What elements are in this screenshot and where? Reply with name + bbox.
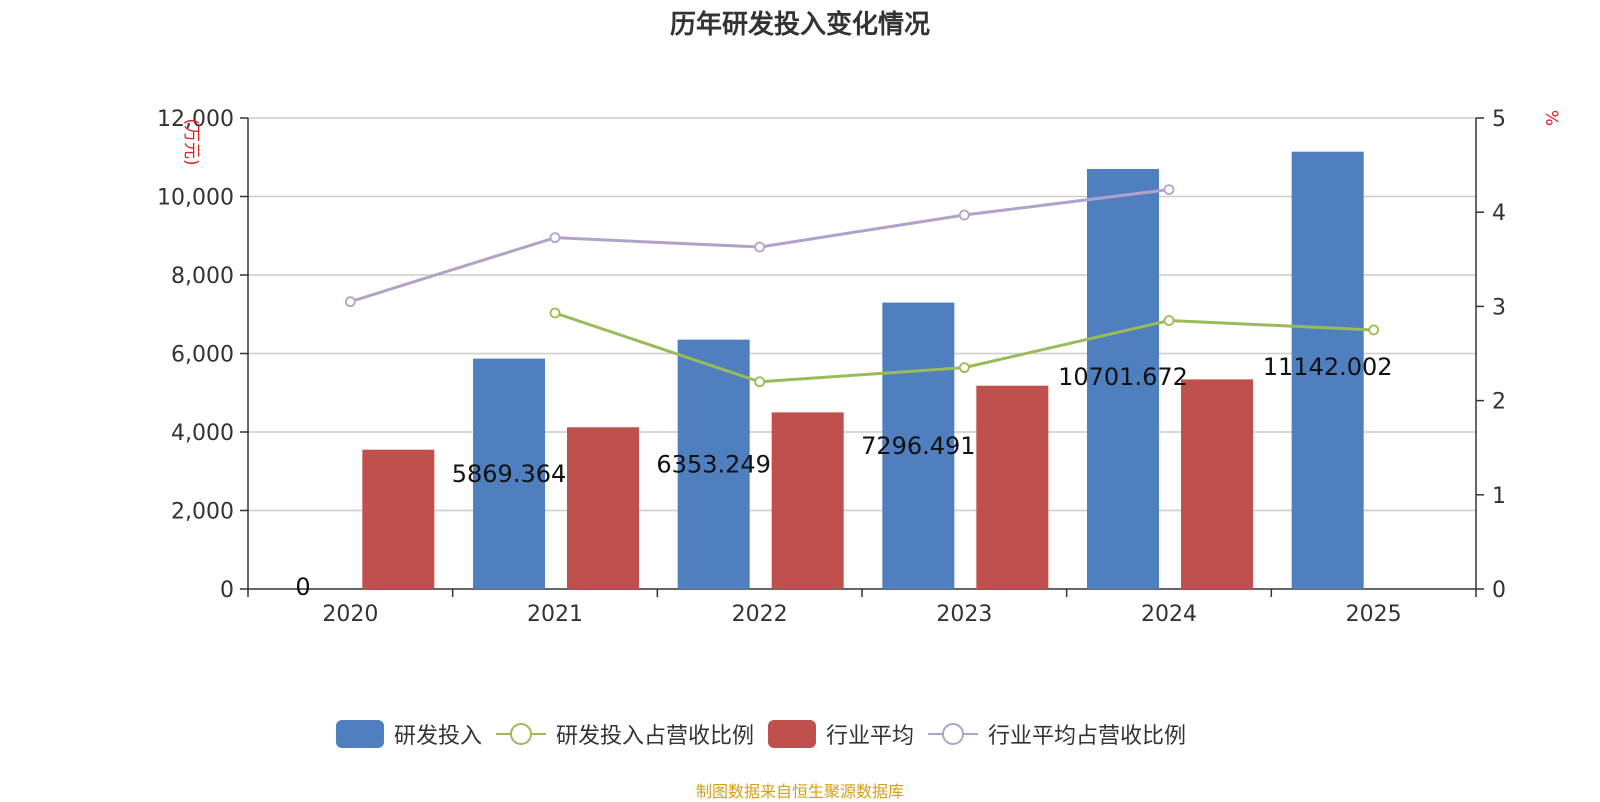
industry-ratio-point: [754, 241, 766, 253]
bar-data-label: 7296.491: [861, 432, 976, 460]
legend-item-rd-investment[interactable]: 研发投入: [336, 718, 482, 750]
industry-ratio-point: [549, 232, 561, 244]
bar-data-label: 6353.249: [656, 450, 771, 478]
left-axis-tick-label: 10,000: [157, 186, 234, 211]
bar-data-label: 5869.364: [452, 460, 567, 488]
right-axis-tick-label: 5: [1492, 107, 1506, 132]
industry-ratio-point: [1163, 184, 1175, 195]
x-axis-tick-label: 2021: [527, 602, 583, 627]
legend-label-rd-ratio: 研发投入占营收比例: [556, 724, 755, 749]
left-axis-unit-label: (万元): [181, 118, 201, 165]
chart-title: 历年研发投入变化情况: [669, 10, 930, 40]
x-axis-tick-label: 2025: [1346, 602, 1402, 627]
right-axis-unit-label: %: [1541, 110, 1561, 126]
bar-rd-investment: [677, 339, 750, 589]
left-axis-tick-label: 0: [220, 578, 234, 603]
chart-canvas: 0 2,000 4,000 6,000 8,000 10,000 12,000 0 1 2 3 4 5 (…: [157, 107, 1561, 627]
left-axis-tick-label: 12,000: [157, 107, 234, 132]
industry-ratio-point: [958, 209, 970, 221]
rd-ratio-point: [958, 362, 970, 374]
legend-swatch-industry-average: [768, 720, 817, 748]
bar-industry-average: [362, 449, 435, 589]
bar-industry-average: [976, 385, 1049, 589]
data-source-note: 制图数据来自恒生聚源数据库: [695, 782, 904, 801]
legend-item-industry-ratio[interactable]: 行业平均占营收比例: [928, 718, 1186, 750]
bar-rd-investment: [1087, 168, 1159, 589]
rd-ratio-point: [1368, 324, 1380, 336]
bar-industry-average: [1181, 379, 1253, 589]
legend-item-industry-average[interactable]: 行业平均: [768, 718, 914, 750]
legend-label-rd-investment: 研发投入: [394, 724, 483, 749]
legend-swatch-industry-ratio: [928, 723, 979, 745]
right-axis-tick-label: 2: [1492, 390, 1506, 415]
bar-rd-investment: [882, 302, 955, 589]
legend-item-rd-ratio[interactable]: 研发投入占营收比例: [496, 718, 754, 750]
bar-data-label: 10701.672: [1058, 363, 1188, 391]
left-axis-tick-label: 8,000: [171, 264, 234, 289]
legend-label-industry-average: 行业平均: [826, 724, 915, 749]
legend-swatch-rd-investment: [336, 720, 384, 748]
right-axis-tick-label: 1: [1492, 484, 1506, 509]
left-axis-tick-label: 4,000: [171, 421, 234, 446]
bar-rd-investment: [473, 358, 545, 589]
x-axis-tick-label: 2022: [732, 602, 788, 627]
chart-legend: 研发投入 研发投入占营收比例 行业平均 行业平均占营收比例: [336, 718, 1200, 750]
bar-data-label: 11142.002: [1263, 353, 1393, 381]
x-axis-tick-label: 2023: [936, 602, 992, 627]
rd-ratio-point: [1163, 315, 1175, 326]
x-axis-tick-label: 2020: [322, 602, 378, 627]
left-axis-tick-label: 2,000: [171, 500, 234, 525]
bar-industry-average: [567, 427, 639, 589]
x-axis-tick-label: 2024: [1141, 602, 1197, 627]
bar-data-label: 0: [295, 573, 310, 601]
legend-swatch-rd-ratio: [496, 723, 547, 745]
rd-ratio-point: [549, 307, 561, 319]
right-axis-tick-label: 4: [1492, 201, 1506, 226]
industry-ratio-point: [344, 296, 356, 308]
right-axis-tick-label: 0: [1492, 578, 1506, 603]
rd-ratio-point: [754, 376, 766, 388]
left-axis-tick-label: 6,000: [171, 343, 234, 368]
right-axis-tick-label: 3: [1492, 295, 1506, 320]
bar-industry-average: [771, 412, 844, 589]
legend-label-industry-ratio: 行业平均占营收比例: [988, 724, 1187, 749]
bar-rd-investment: [1291, 151, 1364, 589]
